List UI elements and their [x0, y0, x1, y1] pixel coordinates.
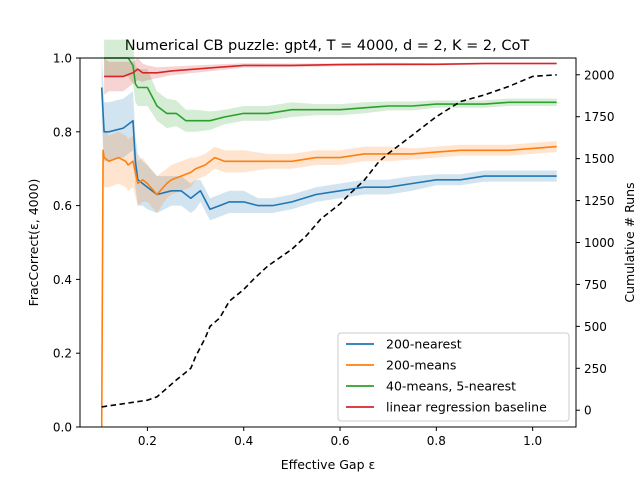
y2-tick-label: 250 — [584, 362, 607, 376]
y-axis-label: FracCorrect(ε, 4000) — [26, 179, 41, 307]
band-2 — [104, 39, 557, 132]
series-line-3 — [104, 62, 557, 78]
x-axis-ticks: 0.2 0.4 0.6 0.8 1.0 — [138, 427, 542, 448]
series-line-1 — [100, 145, 557, 428]
y-tick-label: 0.8 — [53, 125, 72, 139]
x-tick-label: 0.6 — [330, 434, 349, 448]
band-0 — [101, 50, 557, 221]
y2-tick-label: 750 — [584, 278, 607, 292]
legend-label-3: linear regression baseline — [386, 400, 547, 415]
y-tick-label: 0.4 — [53, 273, 72, 287]
series-line-2 — [104, 57, 557, 122]
y-tick-label: 0.2 — [53, 347, 72, 361]
legend-box — [337, 332, 570, 422]
cumulative-runs-line — [101, 74, 557, 408]
legend-label-1: 200-means — [386, 358, 456, 373]
legend: 200-nearest 200-means 40-means, 5-nearest l… — [337, 332, 570, 422]
y2-tick-label: 0 — [584, 404, 592, 418]
legend-label-2: 40-means, 5-nearest — [386, 379, 516, 394]
y2-tick-label: 1000 — [584, 236, 615, 250]
x-tick-label: 0.8 — [427, 434, 446, 448]
x-tick-label: 1.0 — [523, 434, 542, 448]
band-1 — [101, 120, 557, 427]
y2-axis-ticks: 0 250 500 750 1000 1250 1500 1750 2000 — [576, 68, 615, 418]
legend-label-0: 200-nearest — [386, 337, 462, 352]
y2-tick-label: 500 — [584, 320, 607, 334]
x-axis-label: Effective Gap ε — [281, 457, 376, 472]
x-tick-label: 0.2 — [138, 434, 157, 448]
y-tick-label: 0.0 — [53, 421, 72, 435]
y-axis-ticks: 0.0 0.2 0.4 0.6 0.8 1.0 — [53, 52, 80, 435]
chart-title: Numerical CB puzzle: gpt4, T = 4000, d =… — [125, 38, 530, 54]
y2-tick-label: 2000 — [584, 68, 615, 82]
y-tick-label: 0.6 — [53, 199, 72, 213]
series-lines — [100, 57, 557, 428]
x-tick-label: 0.4 — [234, 434, 253, 448]
y2-tick-label: 1250 — [584, 194, 615, 208]
y-tick-label: 1.0 — [53, 52, 72, 66]
y2-tick-label: 1750 — [584, 110, 615, 124]
y2-axis-label: Cumulative # Runs — [622, 182, 637, 302]
y2-tick-label: 1500 — [584, 152, 615, 166]
series-line-0 — [100, 87, 557, 211]
